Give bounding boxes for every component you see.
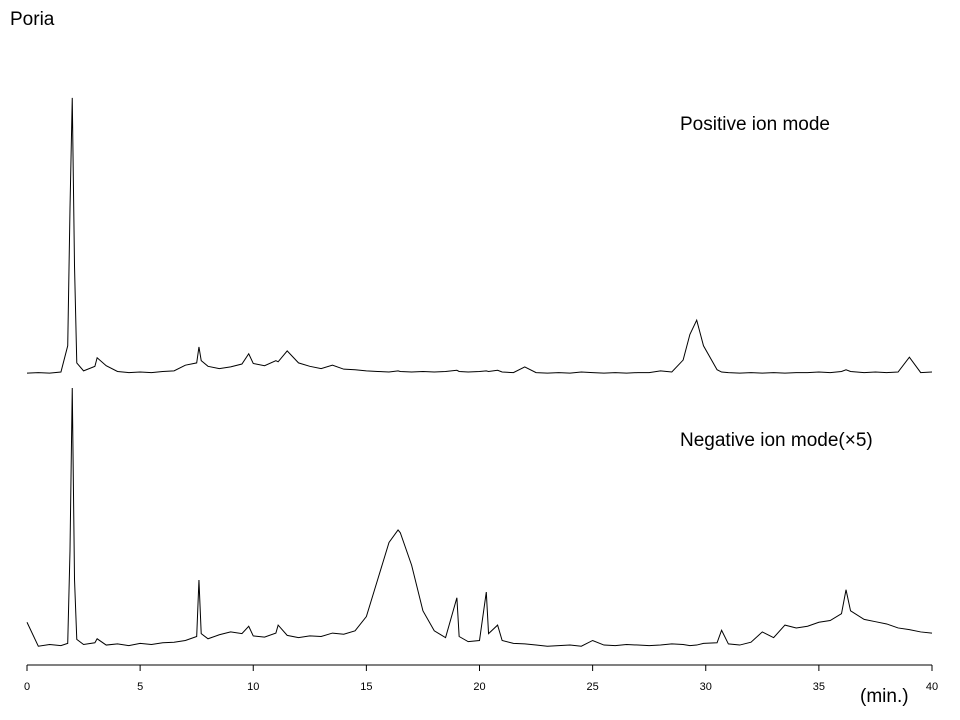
x-tick-label: 15 — [360, 681, 372, 693]
trace-line — [26, 387, 933, 647]
x-tick-label: 25 — [587, 681, 599, 693]
x-tick-label: 30 — [700, 681, 712, 693]
series-label: Negative ion mode(×5) — [680, 430, 873, 451]
x-axis-label: (min.) — [860, 686, 909, 707]
x-tick-label: 10 — [247, 681, 259, 693]
x-tick-label: 5 — [137, 681, 143, 693]
x-tick-label: 0 — [24, 681, 30, 693]
chart-title: Poria — [10, 9, 55, 30]
x-tick-label: 20 — [473, 681, 485, 693]
series-label: Positive ion mode — [680, 114, 830, 135]
x-tick-label: 35 — [813, 681, 825, 693]
x-tick-label: 40 — [926, 681, 938, 693]
trace-line — [26, 97, 933, 374]
